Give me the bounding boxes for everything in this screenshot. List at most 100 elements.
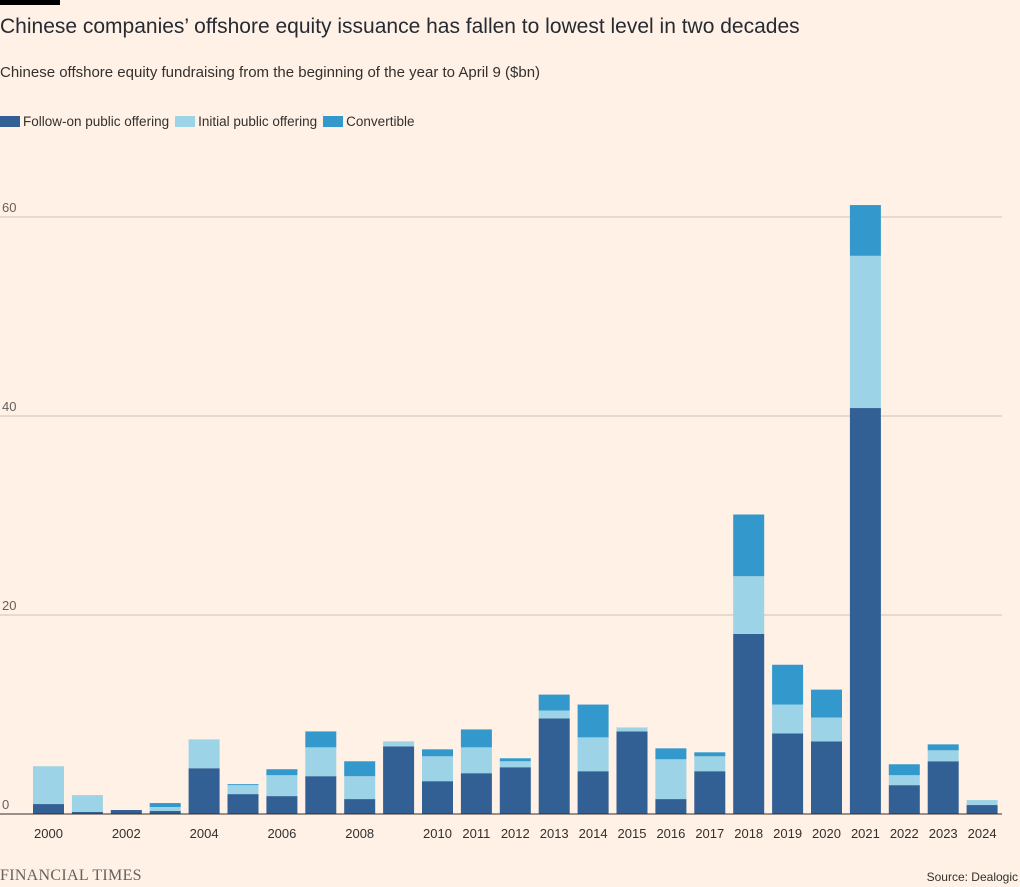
x-tick-label: 2002: [112, 826, 141, 841]
bar-segment: [694, 752, 726, 757]
x-tick-label: 2006: [267, 826, 296, 841]
bar-segment: [71, 812, 103, 814]
bar-segment: [577, 704, 609, 738]
bar-segment: [188, 768, 220, 814]
bar-segment: [694, 771, 726, 814]
bar-segment: [305, 731, 337, 748]
bar-segment: [266, 796, 298, 814]
bar-segment: [499, 761, 531, 768]
x-tick-label: 2014: [579, 826, 608, 841]
bar-segment: [849, 205, 881, 256]
bar-segment: [888, 764, 920, 776]
bar-segment: [888, 775, 920, 786]
x-tick-label: 2010: [423, 826, 452, 841]
bar-segment: [266, 775, 298, 797]
bar-segment: [33, 804, 64, 814]
legend-swatch-convertible: [323, 116, 344, 127]
y-tick-label: 20: [2, 598, 16, 613]
bar-segment: [733, 633, 765, 814]
bar-segment: [33, 766, 64, 805]
x-tick-label: 2019: [773, 826, 802, 841]
x-tick-label: 2017: [695, 826, 724, 841]
bar-segment: [538, 718, 570, 814]
legend-label-ipo: Initial public offering: [198, 114, 318, 129]
bar-segment: [655, 799, 687, 814]
x-tick-label: 2011: [462, 826, 490, 841]
x-tick-label: 2023: [929, 826, 958, 841]
bar-segment: [149, 807, 181, 812]
bar-segment: [188, 739, 220, 769]
x-tick-label: 2021: [851, 826, 880, 841]
bar-segment: [694, 756, 726, 772]
x-tick-label: 2015: [618, 826, 647, 841]
bar-segment: [499, 767, 531, 814]
bar-segment: [772, 704, 804, 734]
bar-segment: [733, 514, 765, 577]
bar-segment: [966, 800, 998, 806]
ft-logo-text: FINANCIAL TIMES: [0, 867, 142, 884]
bar-segment: [655, 748, 687, 760]
bar-segment: [344, 776, 376, 800]
brand-top-bar: [0, 0, 60, 5]
bar-segment: [383, 746, 415, 814]
y-tick-label: 0: [2, 797, 9, 812]
legend-label-convertible: Convertible: [346, 114, 415, 129]
bar-segment: [772, 664, 804, 705]
x-tick-label: 2016: [656, 826, 685, 841]
bar-segment: [966, 805, 998, 814]
chart-title: Chinese companies’ offshore equity issua…: [0, 15, 800, 38]
bar-segment: [460, 773, 492, 814]
bar-segment: [110, 810, 142, 814]
x-tick-label: 2004: [190, 826, 219, 841]
x-tick-label: 2013: [540, 826, 569, 841]
bar-segment: [811, 741, 842, 814]
bar-segment: [811, 717, 842, 742]
bar-segment: [71, 795, 103, 813]
bar-segment: [149, 803, 181, 808]
bar-segment: [849, 255, 881, 409]
bar-segment: [577, 737, 609, 772]
x-tick-label: 2022: [890, 826, 919, 841]
bar-segment: [305, 747, 337, 777]
bar-segment: [888, 785, 920, 814]
bar-segment: [655, 759, 687, 800]
bar-segment: [227, 784, 259, 786]
bar-chart: 0 20 40 60 2000 2002 2004 2006 2008 2010 2011 2012 2…: [0, 200, 1002, 841]
source-note: Source: Dealogic: [926, 870, 1018, 884]
bar-segment: [266, 769, 298, 776]
legend-swatch-ipo: [175, 116, 196, 127]
x-tick-label: 2018: [734, 826, 763, 841]
bar-segment: [538, 710, 570, 719]
bar-segment: [383, 741, 415, 747]
bar-segment: [422, 781, 453, 814]
bar-segment: [305, 776, 337, 814]
legend-label-follow-on: Follow-on public offering: [23, 114, 170, 129]
bar-segment: [460, 729, 492, 748]
y-tick-label: 60: [2, 200, 16, 215]
x-tick-label: 2020: [812, 826, 841, 841]
bar-segment: [149, 811, 181, 814]
bar-segment: [772, 733, 804, 814]
bar-segment: [227, 794, 259, 814]
chart-subtitle: Chinese offshore equity fundraising from…: [0, 64, 541, 81]
bar-segment: [849, 408, 881, 814]
bar-segment: [422, 749, 453, 757]
legend-item-convertible: Convertible: [323, 114, 414, 129]
bar-segment: [927, 750, 959, 762]
bar-segment: [811, 689, 842, 718]
bar-segment: [344, 761, 376, 777]
legend-swatch-follow-on: [0, 116, 20, 127]
bar-segment: [344, 799, 376, 814]
chart-legend: Follow-on public offering Initial public…: [0, 114, 420, 129]
bar-segment: [227, 785, 259, 795]
x-tick-label: 2012: [501, 826, 530, 841]
y-tick-label: 40: [2, 399, 16, 414]
bar-segment: [927, 744, 959, 751]
bar-segment: [733, 576, 765, 634]
x-tick-label: 2024: [968, 826, 997, 841]
bar-segment: [499, 758, 531, 762]
bar-segment: [538, 694, 570, 711]
legend-item-ipo: Initial public offering: [175, 114, 317, 129]
bar-segment: [422, 756, 453, 782]
x-tick-label: 2008: [345, 826, 374, 841]
